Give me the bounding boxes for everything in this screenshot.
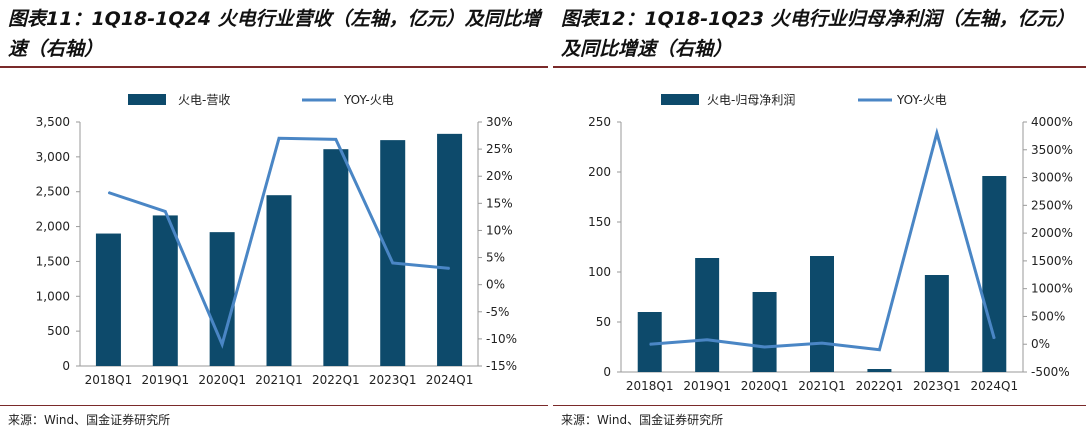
source-note: 来源：Wind、国金证券研究所 — [561, 413, 724, 427]
right-axis-tick-label: -10% — [486, 332, 517, 346]
right-axis-tick-label: 2000% — [1031, 226, 1073, 240]
bar — [266, 195, 292, 366]
bar — [752, 292, 777, 372]
bar — [437, 133, 463, 366]
left-axis-tick-label: 500 — [47, 324, 70, 338]
x-axis-tick-label: 2020Q1 — [741, 379, 789, 393]
yoy-point — [821, 342, 823, 344]
right-axis-tick-label: 25% — [486, 142, 513, 156]
left-axis-tick-label: 2,500 — [36, 185, 70, 199]
x-axis-tick-label: 2024Q1 — [426, 373, 474, 387]
legend-line-label: YOY-火电 — [896, 93, 947, 107]
left-axis-tick-label: 0 — [603, 365, 611, 379]
right-axis-tick-label: 500% — [1031, 309, 1065, 323]
yoy-point — [993, 338, 995, 340]
left-axis-tick-label: 1,000 — [36, 289, 70, 303]
yoy-point — [335, 138, 337, 140]
yoy-point — [878, 349, 880, 351]
right-axis-tick-label: 1500% — [1031, 254, 1073, 268]
x-axis-tick-label: 2021Q1 — [798, 379, 846, 393]
left-axis-tick-label: 2,000 — [36, 220, 70, 234]
left-axis-tick-label: 250 — [588, 115, 611, 129]
title-divider — [553, 66, 1086, 68]
yoy-point — [164, 210, 166, 212]
right-axis-tick-label: 5% — [486, 251, 505, 265]
left-axis-tick-label: 1,500 — [36, 254, 70, 268]
x-axis-tick-label: 2022Q1 — [312, 373, 360, 387]
legend-bar-swatch — [128, 94, 166, 105]
bar — [323, 149, 349, 366]
x-axis-tick-label: 2018Q1 — [85, 373, 133, 387]
legend-bar-swatch — [661, 94, 699, 105]
x-axis-tick-label: 2020Q1 — [198, 373, 246, 387]
left-axis-tick-label: 0 — [62, 359, 70, 373]
x-axis-tick-label: 2019Q1 — [141, 373, 189, 387]
right-axis-tick-label: 3000% — [1031, 171, 1073, 185]
bar — [982, 176, 1007, 372]
left-axis-tick-label: 50 — [596, 315, 611, 329]
left-axis-tick-label: 3,000 — [36, 150, 70, 164]
source-divider — [0, 405, 548, 406]
chart-panel-revenue: 图表11：1Q18-1Q24 火电行业营收（左轴，亿元）及同比增速（右轴） 火电… — [0, 8, 548, 427]
bar — [810, 256, 834, 372]
chart-panel-net-profit: 图表12：1Q18-1Q23 火电行业归母净利润（左轴，亿元）及同比增速（右轴）… — [553, 0, 1086, 435]
legend-bar-label: 火电-归母净利润 — [707, 93, 795, 107]
right-axis-tick-label: 10% — [486, 223, 513, 237]
bar — [867, 369, 892, 372]
left-axis-tick-label: 150 — [588, 215, 611, 229]
chart-title: 图表12：1Q18-1Q23 火电行业归母净利润（左轴，亿元）及同比增速（右轴） — [561, 8, 1075, 60]
left-axis-tick-label: 100 — [588, 265, 611, 279]
bar — [924, 275, 949, 372]
source-divider — [553, 405, 1086, 406]
right-axis-tick-label: 0% — [1031, 337, 1050, 351]
chart-title: 图表11：1Q18-1Q24 火电行业营收（左轴，亿元）及同比增速（右轴） — [8, 8, 541, 60]
yoy-point — [649, 343, 651, 345]
right-axis-tick-label: 2500% — [1031, 198, 1073, 212]
source-note: 来源：Wind、国金证券研究所 — [8, 413, 171, 427]
yoy-point — [706, 339, 708, 341]
legend-bar-label: 火电-营收 — [178, 93, 230, 107]
bar — [380, 140, 406, 366]
yoy-point — [392, 262, 394, 264]
yoy-point — [764, 346, 766, 348]
right-axis-tick-label: 0% — [486, 278, 505, 292]
x-axis-tick-label: 2022Q1 — [856, 379, 904, 393]
right-axis-tick-label: 15% — [486, 196, 513, 210]
right-axis-tick-label: 1000% — [1031, 282, 1073, 296]
x-axis-tick-label: 2019Q1 — [683, 379, 731, 393]
x-axis-tick-label: 2023Q1 — [913, 379, 961, 393]
x-axis-tick-label: 2021Q1 — [255, 373, 303, 387]
yoy-point — [449, 267, 451, 269]
left-axis-tick-label: 3,500 — [36, 115, 70, 129]
right-axis-tick-label: -500% — [1031, 365, 1070, 379]
right-axis-tick-label: 3500% — [1031, 143, 1073, 157]
bar — [637, 312, 662, 372]
title-divider — [0, 66, 548, 68]
bar — [152, 215, 178, 366]
right-axis-tick-label: 20% — [486, 169, 513, 183]
x-axis-tick-label: 2024Q1 — [970, 379, 1018, 393]
yoy-point — [278, 137, 280, 139]
bar — [695, 258, 720, 372]
right-axis-tick-label: 30% — [486, 115, 513, 129]
yoy-point — [936, 132, 938, 134]
x-axis-tick-label: 2018Q1 — [626, 379, 674, 393]
bar — [95, 233, 121, 366]
right-axis-tick-label: -15% — [486, 359, 517, 373]
revenue-chart: 火电-营收 YOY-火电 0 500 1,000 1,500 2,000 2,500 3,000… — [36, 93, 517, 387]
yoy-point — [221, 343, 223, 345]
x-axis-tick-label: 2023Q1 — [369, 373, 417, 387]
right-axis-tick-label: -5% — [486, 305, 509, 319]
net-profit-chart: 火电-归母净利润 YOY-火电 0 50 100 150 200 250 -500% 0% 500%… — [588, 93, 1073, 393]
legend-line-label: YOY-火电 — [343, 93, 394, 107]
right-axis-tick-label: 4000% — [1031, 115, 1073, 129]
yoy-point — [107, 191, 109, 193]
left-axis-tick-label: 200 — [588, 165, 611, 179]
